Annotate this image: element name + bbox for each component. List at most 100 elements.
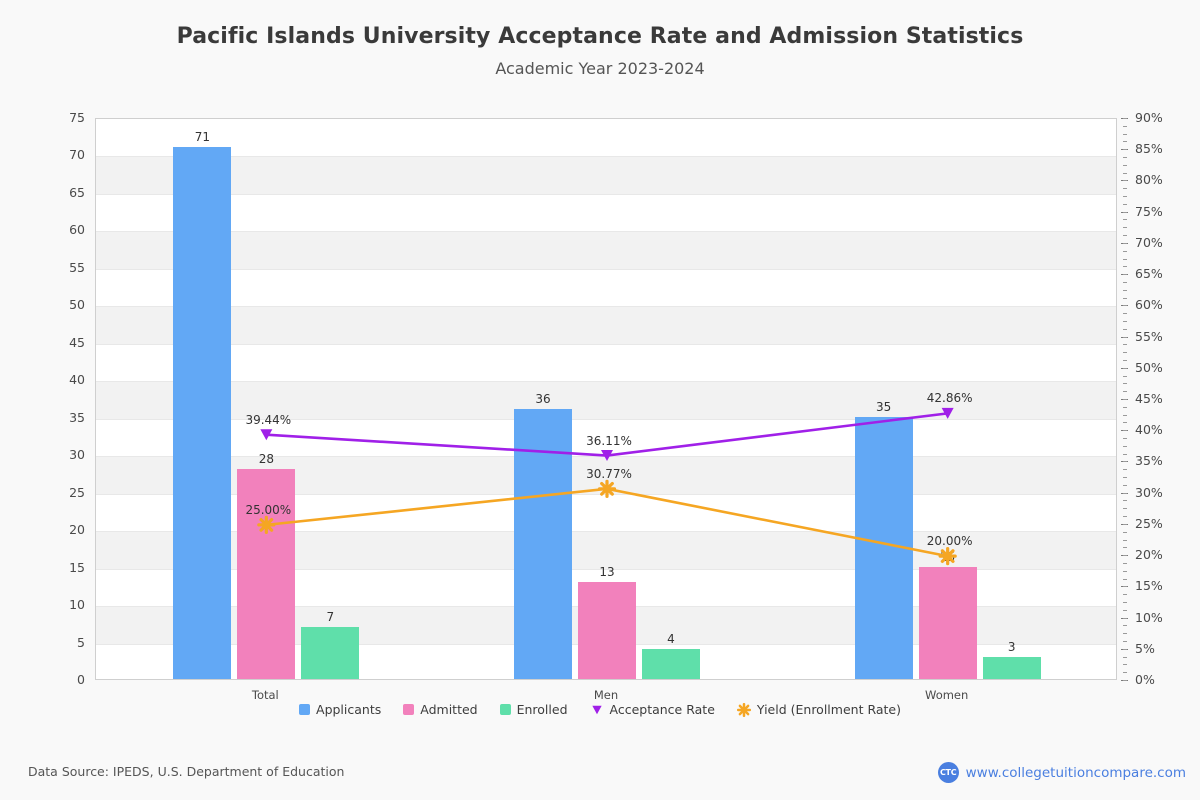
legend-item[interactable]: Yield (Enrollment Rate) <box>736 702 901 717</box>
legend-item[interactable]: Applicants <box>299 702 381 717</box>
legend-item[interactable]: Admitted <box>403 702 478 717</box>
y-axis-left-tick-label: 70 <box>69 147 85 163</box>
y-axis-right-tick-label: 80% <box>1135 172 1163 188</box>
y-axis-right-minor-tick <box>1123 172 1127 174</box>
line-point-value-label: 30.77% <box>586 466 632 481</box>
y-axis-right-minor-tick <box>1123 648 1127 650</box>
y-axis-right-minor-tick <box>1123 523 1127 525</box>
y-axis-right-tick-label: 85% <box>1135 141 1163 157</box>
y-axis-right-minor-tick <box>1123 672 1127 674</box>
y-axis-right-minor-tick <box>1123 640 1127 642</box>
bar-value-label: 4 <box>667 632 675 647</box>
chart-header: Pacific Islands University Acceptance Ra… <box>0 0 1200 78</box>
line-point-value-label: 42.86% <box>926 391 973 406</box>
y-axis-right-minor-tick <box>1123 211 1127 213</box>
y-axis-right-minor-tick <box>1123 235 1127 237</box>
y-axis-right-minor-tick <box>1123 477 1127 479</box>
y-axis-right-minor-tick <box>1123 258 1127 260</box>
y-axis-right-minor-tick <box>1123 188 1127 190</box>
bar[interactable] <box>514 409 572 679</box>
y-axis-right-tick-label: 35% <box>1135 453 1163 469</box>
legend-item-label: Enrolled <box>516 702 568 717</box>
x-axis-category-label: Women <box>925 688 969 702</box>
legend-square-icon <box>403 704 415 715</box>
bar[interactable] <box>642 649 700 679</box>
line-point-value-label: 25.00% <box>245 502 292 517</box>
y-axis-right-minor-tick <box>1123 625 1127 627</box>
y-axis-right-minor-tick <box>1123 203 1127 205</box>
bar-value-label: 71 <box>194 129 210 144</box>
y-axis-right-minor-tick <box>1123 562 1127 564</box>
bar-value-label: 7 <box>326 609 335 624</box>
bar-value-label: 36 <box>535 392 551 407</box>
y-axis-right-minor-tick <box>1123 438 1127 440</box>
bar[interactable] <box>854 416 913 679</box>
y-axis-right-minor-tick <box>1123 578 1127 580</box>
bar[interactable] <box>237 469 296 679</box>
y-axis-right-minor-tick <box>1123 500 1127 502</box>
y-axis-right-minor-tick <box>1123 516 1127 518</box>
y-axis-right-minor-tick <box>1123 336 1127 338</box>
y-axis-right-minor-tick <box>1123 118 1127 119</box>
y-axis-right-minor-tick <box>1123 196 1127 198</box>
y-axis-right-tick-label: 30% <box>1135 484 1163 500</box>
y-axis-left-tick-label: 25 <box>69 484 85 500</box>
y-axis-left-tick-label: 55 <box>69 259 85 275</box>
y-axis-left-tick-label: 35 <box>69 409 85 425</box>
y-axis-right-minor-tick <box>1123 157 1127 159</box>
y-axis-right-minor-tick <box>1123 414 1127 416</box>
bar-value-label: 35 <box>876 399 892 414</box>
y-axis-right-minor-tick <box>1123 141 1127 143</box>
legend-square-icon <box>499 704 511 715</box>
x-axis-category-label: Men <box>593 688 619 702</box>
legend-item-label: Yield (Enrollment Rate) <box>756 702 901 717</box>
legend-item[interactable]: Enrolled <box>499 702 568 717</box>
bar-value-label: 13 <box>599 564 615 579</box>
y-axis-right-tick-label: 5% <box>1135 640 1155 656</box>
gridline <box>96 343 1116 345</box>
grid-band <box>96 231 1116 269</box>
y-axis-right-minor-tick <box>1123 656 1127 658</box>
y-axis-right-minor-tick <box>1123 383 1127 385</box>
y-axis-left-tick-label: 65 <box>69 184 85 200</box>
ctc-logo-icon: CTC <box>937 762 959 783</box>
y-axis-right-tick-label: 55% <box>1135 328 1163 344</box>
y-axis-right-minor-tick <box>1123 601 1127 603</box>
line-point-value-label: 20.00% <box>926 534 973 549</box>
y-axis-right-minor-tick <box>1123 445 1127 447</box>
y-axis-right-minor-tick <box>1123 406 1127 408</box>
marker-triangle-down-icon <box>591 705 602 714</box>
y-axis-right-tick-label: 50% <box>1135 359 1163 375</box>
y-axis-right-minor-tick <box>1123 149 1127 151</box>
y-axis-right-tick-label: 40% <box>1135 422 1163 438</box>
brand-url-label: www.collegetuitioncompare.com <box>965 764 1186 781</box>
x-axis-category-label: Total <box>251 688 279 702</box>
bar[interactable] <box>982 656 1041 679</box>
legend-item[interactable]: Acceptance Rate <box>590 702 715 717</box>
y-axis-right-minor-tick <box>1123 289 1127 291</box>
bar[interactable] <box>173 146 232 679</box>
bar[interactable] <box>578 581 636 679</box>
y-axis-right-minor-tick <box>1123 125 1127 127</box>
y-axis-right-minor-tick <box>1123 313 1127 315</box>
data-source-note: Data Source: IPEDS, U.S. Department of E… <box>28 764 345 779</box>
bar-value-label: 3 <box>1007 639 1016 654</box>
brand-link[interactable]: CTC www.collegetuitioncompare.com <box>937 762 1186 783</box>
legend-item-label: Acceptance Rate <box>609 702 715 717</box>
y-axis-right-tick-label: 70% <box>1135 234 1163 250</box>
y-axis-right-minor-tick <box>1123 422 1127 424</box>
y-axis-right-minor-tick <box>1123 469 1127 471</box>
y-axis-right-tick-label: 60% <box>1135 297 1163 313</box>
marker-star-icon <box>736 702 751 717</box>
gridline <box>96 306 1116 308</box>
gridline <box>96 156 1116 158</box>
y-axis-right-minor-tick <box>1123 680 1127 681</box>
y-axis-right-minor-tick <box>1123 664 1127 666</box>
bar[interactable] <box>918 566 977 679</box>
legend-square-icon <box>299 704 311 715</box>
chart-title: Pacific Islands University Acceptance Ra… <box>176 24 1024 49</box>
bar-value-label: 15 <box>940 549 956 564</box>
bar[interactable] <box>301 626 360 679</box>
y-axis-right-minor-tick <box>1123 359 1127 361</box>
